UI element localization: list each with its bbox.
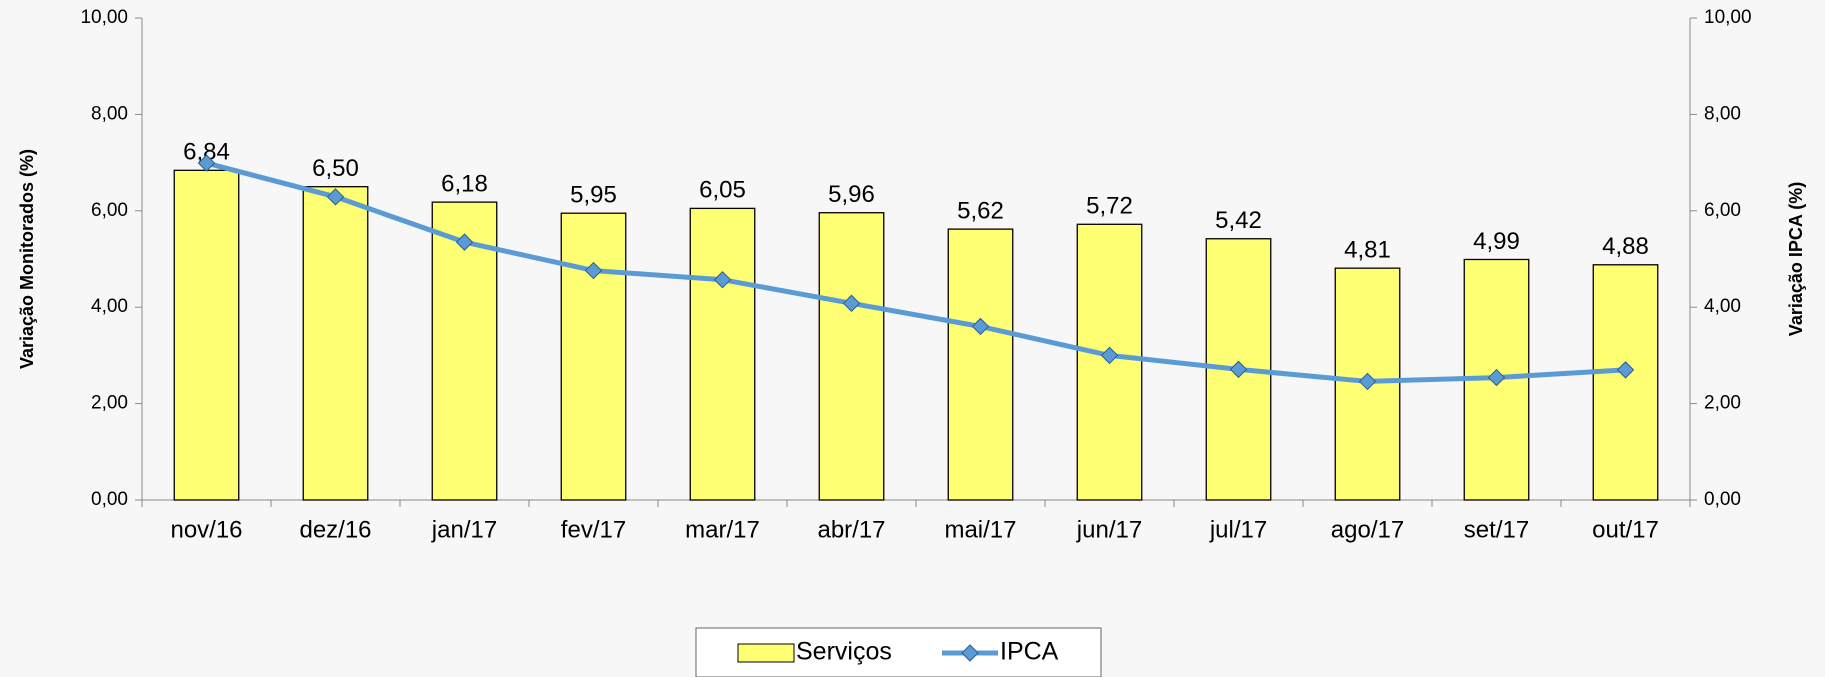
bar bbox=[302, 186, 369, 501]
data-label: 5,96 bbox=[828, 181, 875, 208]
x-tick-label: ago/17 bbox=[1331, 516, 1404, 543]
y2-tick-label: 2,00 bbox=[1704, 393, 1741, 414]
marker bbox=[842, 294, 861, 313]
y2-tick-label: 8,00 bbox=[1704, 103, 1741, 124]
marker bbox=[1100, 346, 1119, 365]
bar bbox=[818, 212, 885, 501]
data-label: 4,99 bbox=[1473, 228, 1520, 255]
y-axis-title: Variação Monitorados (%) bbox=[17, 149, 37, 369]
data-label: 6,18 bbox=[441, 170, 488, 197]
marker bbox=[1487, 368, 1506, 387]
legend-label: IPCA bbox=[1000, 638, 1059, 666]
x-tick-label: nov/16 bbox=[170, 516, 242, 543]
marker bbox=[713, 271, 732, 289]
marker bbox=[197, 154, 216, 172]
marker bbox=[326, 188, 345, 206]
marker bbox=[971, 317, 990, 336]
legend-swatch bbox=[737, 643, 795, 663]
x-tick-label: out/17 bbox=[1592, 516, 1659, 543]
data-label: 6,50 bbox=[312, 155, 359, 182]
y-tick-label: 4,00 bbox=[91, 296, 128, 317]
bar bbox=[560, 212, 627, 501]
marker bbox=[455, 233, 474, 251]
marker bbox=[584, 261, 603, 280]
x-tick-label: jun/17 bbox=[1076, 516, 1142, 543]
x-tick-label: fev/17 bbox=[561, 516, 626, 543]
x-tick-label: mai/17 bbox=[944, 516, 1016, 543]
bar bbox=[689, 207, 756, 501]
y-tick-label: 6,00 bbox=[91, 200, 128, 221]
x-tick-label: mar/17 bbox=[685, 516, 760, 543]
data-label: 5,62 bbox=[957, 197, 1004, 224]
y-tick-label: 10,00 bbox=[80, 7, 128, 28]
y2-tick-label: 10,00 bbox=[1704, 7, 1752, 28]
marker bbox=[1229, 360, 1248, 379]
data-label: 5,72 bbox=[1086, 193, 1133, 220]
legend-label: Serviços bbox=[796, 638, 892, 666]
y-tick-label: 0,00 bbox=[91, 489, 128, 510]
y2-axis-title: Variação IPCA (%) bbox=[1786, 182, 1806, 336]
marker bbox=[1616, 361, 1635, 379]
y2-tick-label: 0,00 bbox=[1704, 489, 1741, 510]
data-label: 4,88 bbox=[1602, 233, 1649, 260]
bar bbox=[173, 169, 240, 501]
x-tick-label: jul/17 bbox=[1209, 516, 1267, 543]
y2-tick-label: 4,00 bbox=[1704, 296, 1741, 317]
legend-marker bbox=[961, 644, 979, 662]
x-tick-label: set/17 bbox=[1464, 516, 1529, 543]
x-tick-label: abr/17 bbox=[817, 516, 885, 543]
line bbox=[205, 160, 1626, 384]
x-tick-label: jan/17 bbox=[431, 516, 497, 543]
data-label: 6,05 bbox=[699, 177, 746, 204]
bar bbox=[431, 201, 498, 501]
y-tick-label: 8,00 bbox=[91, 103, 128, 124]
y-tick-label: 2,00 bbox=[91, 393, 128, 414]
data-label: 5,95 bbox=[570, 182, 617, 209]
data-label: 4,81 bbox=[1344, 237, 1391, 264]
y2-tick-label: 6,00 bbox=[1704, 200, 1741, 221]
x-tick-label: dez/16 bbox=[299, 516, 371, 543]
marker bbox=[1358, 372, 1377, 391]
bar bbox=[947, 228, 1014, 501]
bar bbox=[1592, 264, 1659, 501]
data-label: 5,42 bbox=[1215, 207, 1262, 234]
